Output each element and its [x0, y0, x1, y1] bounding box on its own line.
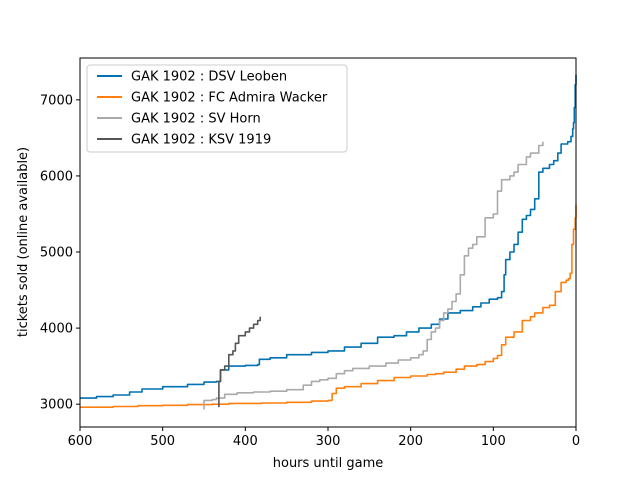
legend: GAK 1902 : DSV Leoben GAK 1902 : FC Admir…	[86, 64, 348, 153]
y-axis: 3000 4000 5000 6000 7000	[40, 93, 80, 413]
x-tick-label: 0	[572, 434, 580, 449]
x-axis-label: hours until game	[273, 456, 384, 471]
legend-label-1: GAK 1902 : DSV Leoben	[131, 70, 287, 85]
legend-label-4: GAK 1902 : KSV 1919	[131, 133, 271, 148]
legend-label-3: GAK 1902 : SV Horn	[131, 112, 261, 127]
x-tick-label: 500	[150, 434, 175, 449]
y-tick-label: 6000	[40, 169, 73, 184]
y-tick-label: 4000	[40, 322, 73, 337]
series-line-3	[203, 141, 544, 410]
x-tick-label: 400	[233, 434, 258, 449]
x-tick-label: 600	[68, 434, 93, 449]
y-tick-label: 7000	[40, 93, 73, 108]
y-tick-label: 5000	[40, 246, 73, 261]
series-line-4	[218, 316, 261, 408]
series-line-2	[80, 204, 577, 408]
x-tick-label: 300	[316, 434, 341, 449]
x-tick-label: 100	[481, 434, 506, 449]
series-lines	[80, 74, 577, 410]
y-axis-label: tickets sold (online available)	[16, 147, 31, 337]
x-axis: 600 500 400 300 200 100 0	[68, 427, 580, 449]
legend-label-2: GAK 1902 : FC Admira Wacker	[131, 91, 328, 106]
y-tick-label: 3000	[40, 398, 73, 413]
legend-box	[86, 64, 348, 153]
x-tick-label: 200	[398, 434, 423, 449]
